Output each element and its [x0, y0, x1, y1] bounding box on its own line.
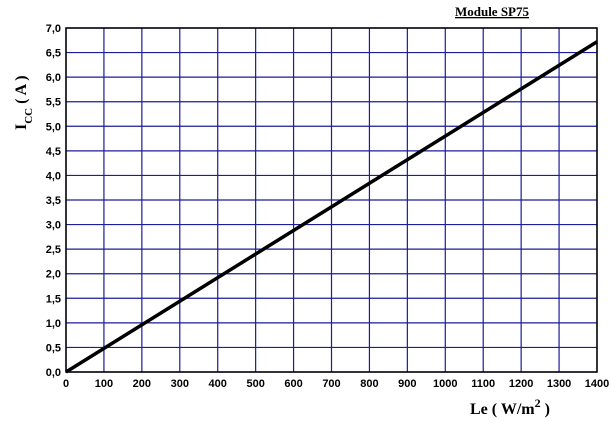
y-axis-label-part: ( A ): [13, 75, 30, 107]
data-line: [65, 40, 598, 374]
y-tick-label: 2,5: [46, 244, 61, 256]
x-tick-label: 1200: [509, 378, 533, 390]
y-tick-label: 1,5: [46, 293, 61, 305]
y-tick-label: 7,0: [46, 23, 61, 35]
y-axis-label-part: I: [13, 124, 30, 130]
x-tick-label: 400: [209, 378, 227, 390]
y-axis-label: ICC ( A ): [13, 75, 35, 130]
x-tick-label: 100: [95, 378, 113, 390]
y-tick-label: 0,0: [46, 367, 61, 379]
x-tick-label: 1100: [471, 378, 495, 390]
y-tick-label: 4,5: [46, 146, 61, 158]
y-tick-label: 3,0: [46, 220, 61, 232]
x-tick-label: 1000: [433, 378, 457, 390]
y-tick-label: 6,5: [46, 48, 61, 60]
x-tick-label: 900: [398, 378, 416, 390]
chart-title: Module SP75: [455, 4, 530, 19]
x-tick-label: 700: [322, 378, 340, 390]
y-tick-label: 5,0: [46, 121, 61, 133]
x-tick-label: 800: [360, 378, 378, 390]
y-tick-label: 1,0: [46, 318, 61, 330]
x-tick-label: 300: [171, 378, 189, 390]
x-tick-label: 500: [246, 378, 264, 390]
y-axis-label-part: CC: [23, 108, 35, 124]
plot-frame: [65, 27, 598, 373]
y-tick-label: 5,5: [46, 97, 61, 109]
x-axis-label-part: ): [541, 401, 550, 418]
x-tick-label: 600: [284, 378, 302, 390]
x-tick-label: 0: [63, 378, 69, 390]
y-tick-label: 4,0: [46, 170, 61, 182]
x-axis-label-part: 2: [535, 396, 541, 410]
y-tick-label: 6,0: [46, 72, 61, 84]
y-tick-label: 3,5: [46, 195, 61, 207]
y-tick-label: 2,0: [46, 269, 61, 281]
y-tick-label: 0,5: [46, 342, 61, 354]
x-tick-label: 1300: [547, 378, 571, 390]
x-tick-label: 1400: [585, 378, 609, 390]
x-tick-label: 200: [133, 378, 151, 390]
x-axis-label: Le ( W/m2 ): [470, 396, 550, 418]
x-axis-label-part: Le ( W/m: [470, 401, 535, 418]
